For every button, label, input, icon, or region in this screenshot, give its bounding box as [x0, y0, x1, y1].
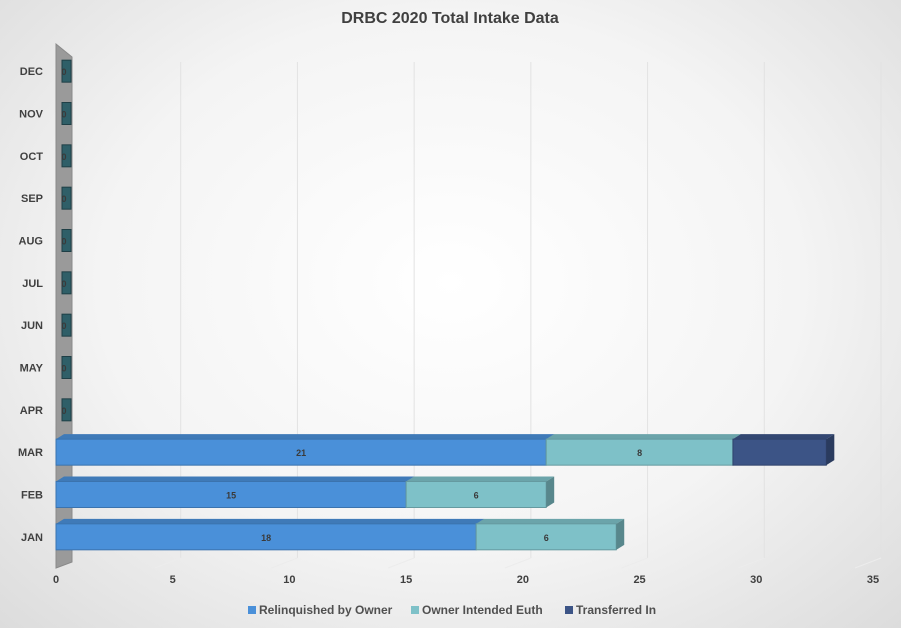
gridline-floor [271, 557, 298, 569]
gridline-floor [504, 557, 532, 569]
bar-segment [732, 438, 827, 466]
x-tick-label: 15 [400, 574, 412, 586]
data-label: 6 [474, 491, 479, 501]
legend: Relinquished by Owner Owner Intended Euth… [248, 603, 656, 617]
data-labels: 18 6 15 6 21 8 0 0 0 0 0 0 0 0 0 [61, 67, 642, 543]
data-label: 6 [544, 533, 549, 543]
y-tick-label: DEC [20, 66, 43, 78]
bar-top-face [732, 434, 835, 440]
x-tick-label: 25 [633, 574, 645, 586]
bar-top-face [56, 434, 555, 440]
bar-zero-stub [61, 356, 72, 379]
y-tick-label: SEP [21, 193, 43, 205]
gridline-floor [854, 557, 882, 569]
bar-zero-stub [61, 398, 72, 422]
data-label: 0 [61, 279, 66, 289]
legend-swatch [248, 606, 256, 614]
bar-top-face [56, 518, 485, 524]
legend-swatch [565, 606, 573, 614]
data-label: 0 [61, 237, 66, 247]
bar-zero-stub [61, 229, 72, 252]
data-label: 21 [296, 448, 306, 458]
data-label: 8 [637, 448, 642, 458]
legend-swatch [411, 606, 419, 614]
x-tick-label: 0 [53, 574, 59, 586]
y-tick-label: JUL [22, 278, 43, 290]
data-label: 0 [61, 110, 66, 120]
x-tick-label: 10 [283, 574, 295, 586]
y-tick-label: MAR [18, 447, 43, 459]
bar-zero-stub [61, 313, 72, 337]
bar-side-face [826, 434, 835, 466]
legend-label: Relinquished by Owner [259, 603, 393, 617]
bar-segment [475, 523, 617, 551]
bar-zero-stub [61, 144, 72, 168]
y-tick-label: JAN [21, 532, 43, 544]
y-tick-label: MAY [20, 363, 44, 375]
x-axis-ticks: 0 5 10 15 20 25 30 35 [53, 574, 879, 586]
bar-zero-stub [61, 271, 72, 295]
chart-title: DRBC 2020 Total Intake Data [341, 10, 559, 27]
data-label: 0 [61, 321, 66, 331]
y-tick-label: NOV [19, 109, 44, 121]
gridline-floor [738, 557, 765, 569]
y-tick-label: OCT [20, 151, 44, 163]
y-tick-label: AUG [19, 236, 43, 248]
data-label: 0 [61, 364, 66, 374]
bar-zero-stub [61, 186, 72, 210]
data-label: 15 [226, 491, 236, 501]
data-label: 0 [61, 152, 66, 162]
bar-top-face [546, 434, 741, 440]
x-tick-label: 35 [867, 574, 879, 586]
x-tick-label: 30 [750, 574, 762, 586]
data-label: 18 [261, 533, 271, 543]
legend-label: Owner Intended Euth [422, 603, 543, 617]
x-tick-label: 20 [517, 574, 529, 586]
data-label: 0 [61, 194, 66, 204]
bar-top-face [406, 476, 555, 482]
data-label: 0 [61, 67, 66, 77]
bar-side-face [616, 518, 625, 550]
y-tick-label: APR [20, 405, 43, 417]
data-label: 0 [61, 406, 66, 416]
y-tick-label: FEB [21, 490, 43, 502]
bars [55, 59, 835, 551]
legend-label: Transferred In [576, 603, 656, 617]
gridlines [154, 62, 882, 569]
gridline-floor [387, 557, 415, 569]
gridline-floor [154, 557, 181, 569]
gridline-floor [621, 557, 648, 569]
bar-side-face [546, 476, 555, 508]
bar-zero-stub [61, 102, 72, 125]
bar-zero-stub [61, 59, 72, 83]
bar-top-face [476, 518, 625, 524]
y-tick-label: JUN [21, 320, 43, 332]
y-axis-ticks: JAN FEB MAR APR MAY JUN JUL AUG SEP OCT NOV DEC [18, 66, 44, 544]
x-tick-label: 5 [170, 574, 176, 586]
bar-top-face [56, 476, 415, 482]
